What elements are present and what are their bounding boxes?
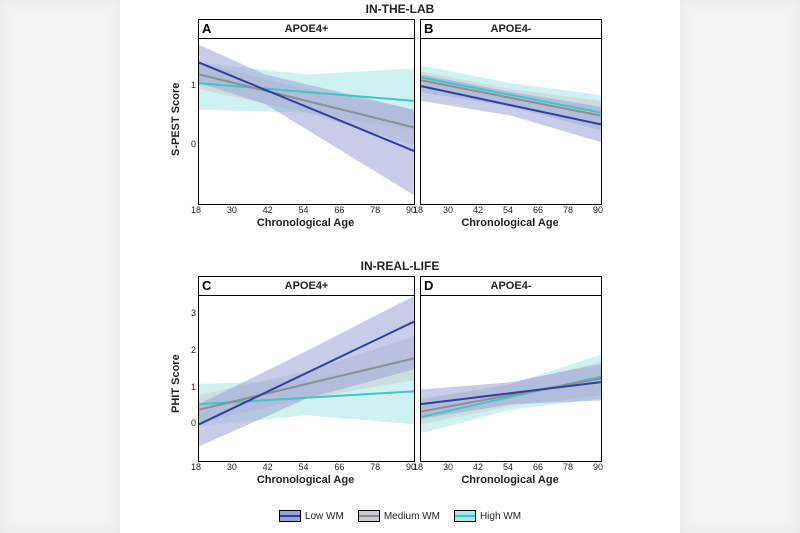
xtick: 54 <box>503 205 513 215</box>
legend-label: High WM <box>480 511 521 522</box>
legend-line <box>280 515 300 517</box>
section-title-top: IN-THE-LAB <box>120 2 680 16</box>
xtick: 18 <box>413 205 423 215</box>
xtick: 90 <box>593 205 603 215</box>
xtick: 42 <box>263 462 273 472</box>
ytick: 0 <box>184 139 196 149</box>
xtick: 78 <box>370 205 380 215</box>
xtick: 66 <box>334 462 344 472</box>
xtick: 42 <box>263 205 273 215</box>
xtick: 54 <box>299 462 309 472</box>
legend-line <box>455 515 475 517</box>
xtick: 66 <box>334 205 344 215</box>
legend-item-high: High WM <box>454 510 521 522</box>
plot-A <box>198 38 415 205</box>
xtick: 42 <box>473 462 483 472</box>
legend-label: Low WM <box>305 511 344 522</box>
legend-label: Medium WM <box>384 511 440 522</box>
xtick: 42 <box>473 205 483 215</box>
ytick: 1 <box>184 80 196 90</box>
section-title-bottom: IN-REAL-LIFE <box>120 259 680 273</box>
panel-corner-A: A <box>202 21 211 36</box>
panel-title-A: APOE4+ <box>198 19 415 39</box>
xtick: 30 <box>227 205 237 215</box>
xtick: 78 <box>563 205 573 215</box>
figure-card: IN-THE-LABIN-REAL-LIFEAPOE4+A01S-PEST Sc… <box>120 0 680 533</box>
ytick: 2 <box>184 345 196 355</box>
xtick: 78 <box>563 462 573 472</box>
panel-corner-B: B <box>424 21 433 36</box>
ytick: 3 <box>184 308 196 318</box>
xtick: 90 <box>593 462 603 472</box>
ylabel-C: PHIT Score <box>170 354 182 413</box>
ytick: 0 <box>184 418 196 428</box>
xtick: 54 <box>299 205 309 215</box>
panel-title-B: APOE4- <box>420 19 602 39</box>
ytick: 1 <box>184 382 196 392</box>
panel-corner-D: D <box>424 278 433 293</box>
xtick: 30 <box>443 205 453 215</box>
legend-swatch-low <box>279 510 301 522</box>
xtick: 18 <box>191 462 201 472</box>
plot-D <box>420 295 602 462</box>
xlabel-D: Chronological Age <box>420 474 600 486</box>
xtick: 18 <box>413 462 423 472</box>
xtick: 30 <box>227 462 237 472</box>
legend-swatch-medium <box>358 510 380 522</box>
xtick: 66 <box>533 205 543 215</box>
xtick: 30 <box>443 462 453 472</box>
legend-item-low: Low WM <box>279 510 344 522</box>
xlabel-A: Chronological Age <box>198 217 413 229</box>
legend-item-medium: Medium WM <box>358 510 440 522</box>
panel-title-C: APOE4+ <box>198 276 415 296</box>
xlabel-B: Chronological Age <box>420 217 600 229</box>
legend: Low WM Medium WM High WM <box>120 510 680 522</box>
legend-line <box>359 515 379 517</box>
xtick: 18 <box>191 205 201 215</box>
xtick: 66 <box>533 462 543 472</box>
xlabel-C: Chronological Age <box>198 474 413 486</box>
plot-C <box>198 295 415 462</box>
ylabel-A: S-PEST Score <box>170 82 182 155</box>
panel-corner-C: C <box>202 278 211 293</box>
legend-swatch-high <box>454 510 476 522</box>
xtick: 54 <box>503 462 513 472</box>
xtick: 78 <box>370 462 380 472</box>
plot-B <box>420 38 602 205</box>
panel-title-D: APOE4- <box>420 276 602 296</box>
